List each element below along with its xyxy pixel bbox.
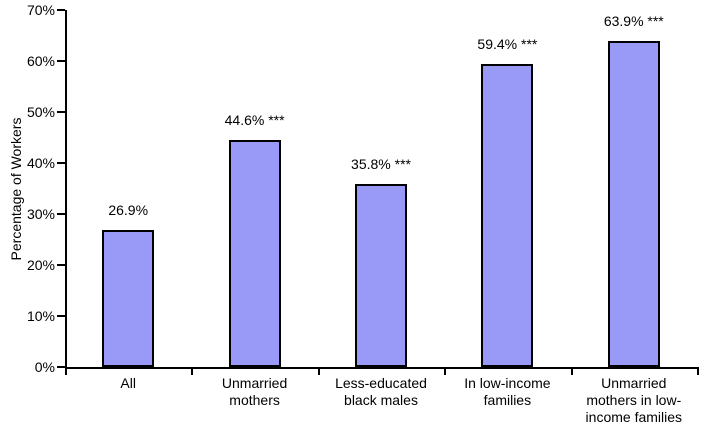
bar-value-label: 59.4% *** [477, 36, 538, 53]
x-tick [191, 367, 194, 375]
x-tick [697, 367, 699, 375]
bar-value-label: 26.9% [108, 201, 149, 218]
bar [355, 184, 407, 367]
y-tick [57, 9, 65, 11]
y-tick-label: 40% [26, 155, 55, 171]
bar [607, 41, 660, 367]
y-tick-label: 20% [26, 257, 55, 273]
y-tick [57, 111, 65, 113]
y-tick-label: 70% [26, 2, 55, 18]
y-tick-label: 10% [26, 308, 55, 324]
bar [102, 229, 155, 367]
x-axis-line [65, 367, 699, 369]
x-axis-label: Unmarried mothers [221, 375, 288, 408]
y-tick-label: 60% [26, 53, 55, 69]
bar-value-label: 63.9% *** [603, 13, 664, 30]
y-tick [57, 162, 65, 164]
x-axis-label: In low-income families [464, 375, 551, 408]
bar-value-label: 44.6% *** [224, 111, 285, 128]
x-tick [65, 367, 67, 375]
bar [228, 139, 281, 367]
bar [481, 64, 534, 367]
x-axis-label: Unmarried mothers in low- income familie… [585, 375, 683, 425]
bar-value-label: 35.8% *** [351, 156, 411, 173]
x-tick [317, 367, 320, 375]
y-tick [57, 213, 65, 215]
x-axis-label: All [120, 375, 136, 391]
y-tick-label: 50% [26, 104, 55, 120]
y-tick [57, 264, 65, 266]
y-axis-line [65, 10, 67, 369]
y-tick [57, 60, 65, 62]
y-tick-label: 0% [34, 359, 55, 375]
y-tick [57, 366, 65, 368]
x-tick [570, 367, 573, 375]
x-axis-label: Less-educated black males [335, 375, 427, 408]
x-tick [444, 367, 447, 375]
y-tick [57, 315, 65, 317]
y-tick-label: 30% [26, 206, 55, 222]
